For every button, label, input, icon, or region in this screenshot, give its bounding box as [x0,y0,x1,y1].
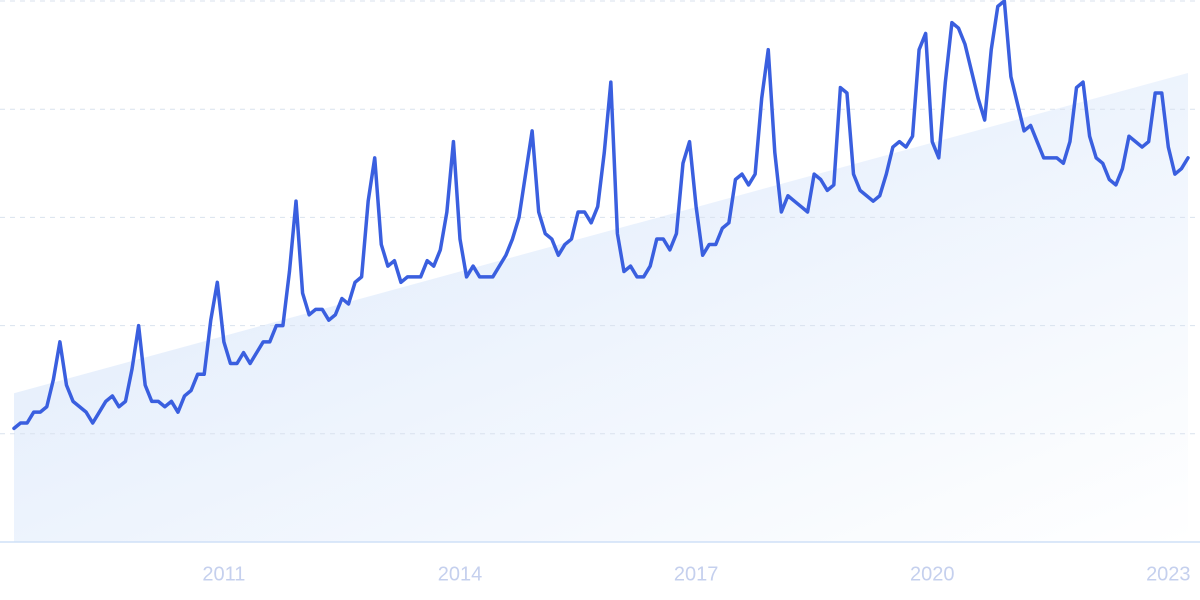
x-tick-label: 2023 [1146,563,1191,585]
x-tick-label: 2020 [910,563,955,585]
line-series [12,0,1190,431]
x-tick-label: 2011 [202,563,245,585]
x-tick-label: 2017 [674,563,719,585]
trend-area [14,72,1188,542]
x-tick-label: 2014 [438,563,483,585]
